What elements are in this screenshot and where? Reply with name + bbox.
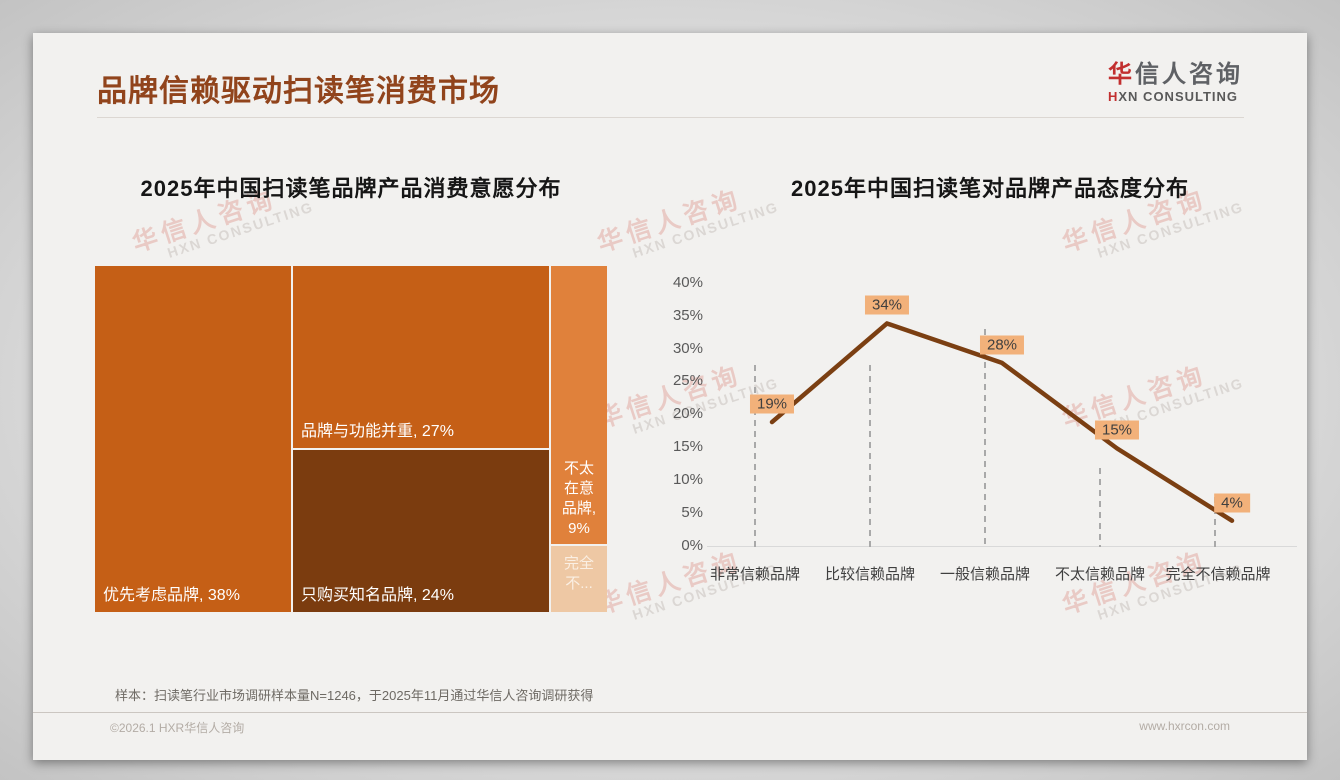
y-tick: 15% bbox=[672, 438, 703, 455]
treemap-label: 优先考虑品牌, 38% bbox=[103, 587, 240, 604]
treemap-label-line: 在意 bbox=[563, 480, 594, 497]
logo-en-rest: XN CONSULTING bbox=[1118, 89, 1239, 105]
x-category: 比较信赖品牌 bbox=[824, 566, 915, 583]
treemap-label: 完全 不... bbox=[551, 554, 607, 594]
logo-cn-accent: 华 bbox=[1108, 61, 1135, 88]
treemap-block-brand-and-function: 品牌与功能并重, 27% bbox=[293, 266, 549, 448]
logo-cn: 华信人咨询 bbox=[1108, 61, 1243, 88]
y-tick: 40% bbox=[672, 274, 703, 291]
treemap-block-famous-brand-only: 只购买知名品牌, 24% bbox=[293, 450, 549, 612]
x-category: 完全不信赖品牌 bbox=[1165, 566, 1271, 583]
sample-note: 样本：扫读笔行业市场调研样本量N=1246，于2025年11月通过华信人咨询调研… bbox=[115, 688, 594, 703]
logo-en-accent: H bbox=[1108, 89, 1119, 105]
logo-cn-rest: 信人咨询 bbox=[1135, 61, 1243, 88]
data-point-label: 4% bbox=[1214, 493, 1250, 513]
line-chart-title: 2025年中国扫读笔对品牌产品态度分布 bbox=[791, 176, 1189, 201]
treemap-label: 不太 在意 品牌, 9% bbox=[551, 459, 607, 539]
x-category: 不太信赖品牌 bbox=[1054, 566, 1145, 583]
treemap-label-line: 品牌, bbox=[561, 500, 597, 517]
page-title: 品牌信赖驱动扫读笔消费市场 bbox=[97, 75, 500, 108]
drop-line bbox=[984, 329, 986, 547]
y-tick: 0% bbox=[681, 537, 703, 554]
treemap-label: 品牌与功能并重, 27% bbox=[301, 423, 454, 440]
y-tick: 10% bbox=[672, 471, 703, 488]
data-point-label: 15% bbox=[1094, 420, 1140, 440]
treemap-label: 只购买知名品牌, 24% bbox=[301, 587, 454, 604]
y-tick: 20% bbox=[672, 405, 703, 422]
data-point-label: 19% bbox=[749, 394, 795, 414]
data-point-label: 28% bbox=[979, 335, 1025, 355]
drop-line bbox=[754, 365, 756, 547]
title-divider bbox=[97, 117, 1244, 118]
y-tick: 5% bbox=[681, 504, 703, 521]
website-text: www.hxrcon.com bbox=[1139, 719, 1230, 733]
logo-en: HXN CONSULTING bbox=[1108, 90, 1243, 104]
treemap-block-dont-care-brand: 不太 在意 品牌, 9% bbox=[551, 266, 607, 544]
treemap-label-line: 不太 bbox=[563, 460, 594, 477]
x-category: 一般信赖品牌 bbox=[939, 566, 1030, 583]
x-axis-line bbox=[707, 546, 1297, 547]
x-category: 非常信赖品牌 bbox=[709, 566, 800, 583]
treemap-block-not-at-all: 完全 不... bbox=[551, 546, 607, 612]
treemap-title: 2025年中国扫读笔品牌产品消费意愿分布 bbox=[140, 176, 562, 201]
y-tick: 25% bbox=[672, 372, 703, 389]
data-point-label: 34% bbox=[864, 295, 910, 315]
treemap-label-line: 9% bbox=[568, 520, 590, 537]
footer-divider bbox=[33, 712, 1307, 713]
y-tick: 30% bbox=[672, 340, 703, 357]
drop-line bbox=[869, 365, 871, 547]
treemap-block-priority-brand: 优先考虑品牌, 38% bbox=[95, 266, 291, 612]
drop-line bbox=[1099, 468, 1101, 547]
y-tick: 35% bbox=[672, 307, 703, 324]
treemap-label-line: 不... bbox=[565, 575, 593, 592]
treemap-label-line: 完全 bbox=[563, 555, 594, 572]
company-logo: 华信人咨询 HXN CONSULTING bbox=[1108, 61, 1243, 105]
copyright-text: ©2026.1 HXR华信人咨询 bbox=[110, 721, 245, 735]
